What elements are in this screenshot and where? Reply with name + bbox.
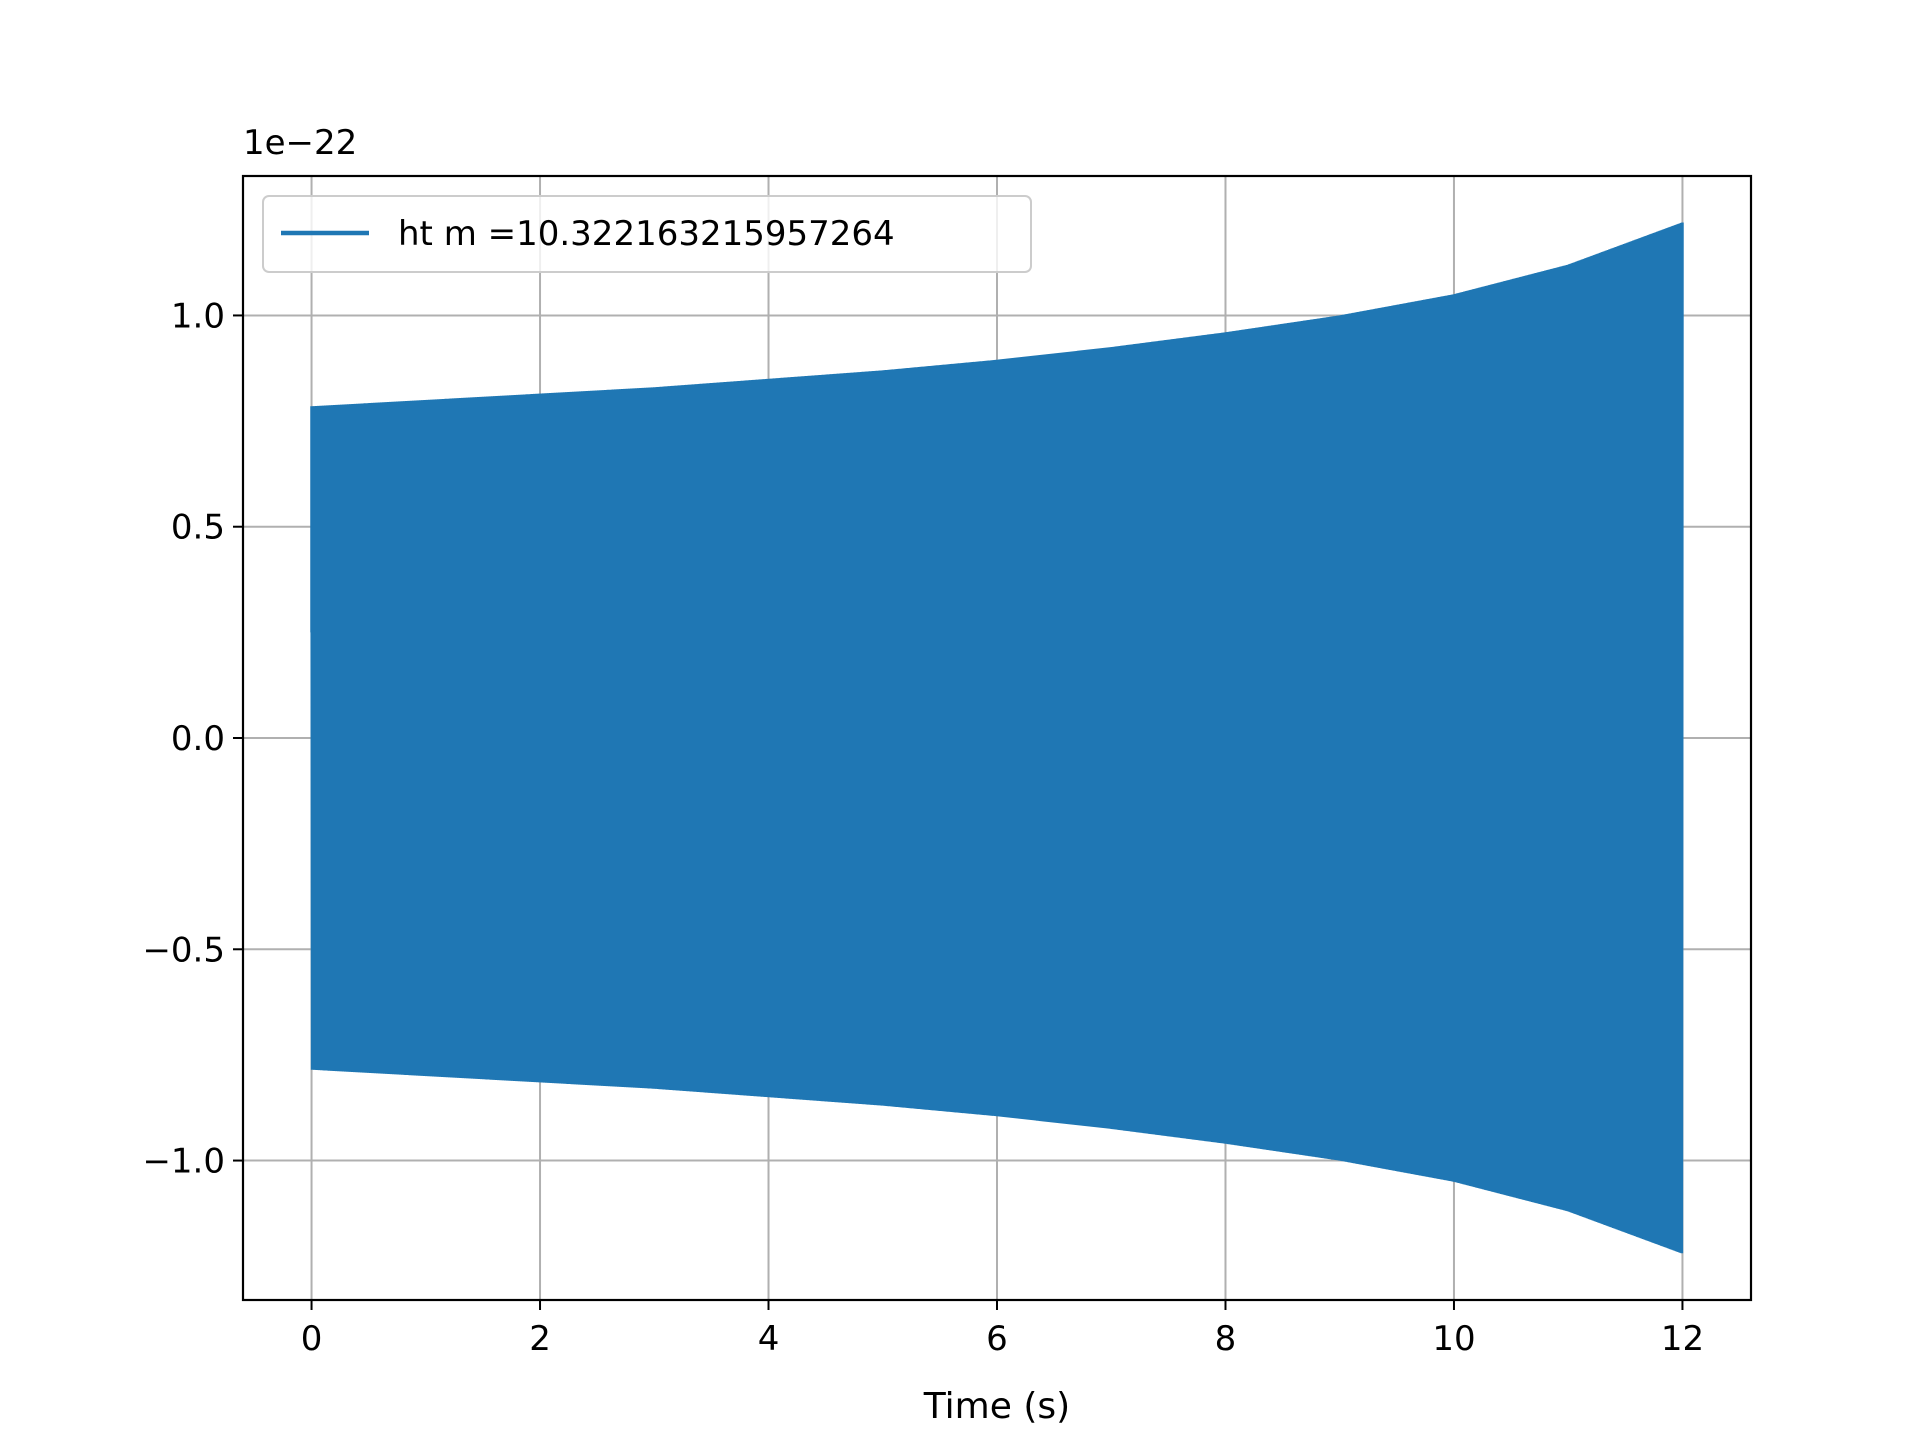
y-tick-label: 0.5 — [171, 508, 225, 548]
x-tick-label: 2 — [529, 1319, 551, 1359]
x-tick-label: 8 — [1215, 1319, 1237, 1359]
y-offset-label: 1e−22 — [243, 123, 357, 163]
y-tick-label: −1.0 — [142, 1142, 225, 1182]
data-layer — [310, 222, 1684, 1254]
y-tick-label: −0.5 — [142, 930, 225, 970]
y-tick-label: 0.0 — [171, 719, 225, 759]
x-tick-label: 12 — [1661, 1319, 1704, 1359]
x-tick-label: 10 — [1432, 1319, 1475, 1359]
x-axis-label: Time (s) — [923, 1386, 1070, 1427]
y-tick-label: 1.0 — [171, 296, 225, 336]
x-tick-label: 6 — [986, 1319, 1008, 1359]
legend: ht m =10.322163215957264 — [262, 195, 1032, 273]
legend-box — [262, 195, 1032, 273]
series-line — [310, 222, 1684, 1254]
x-tick-label: 4 — [758, 1319, 780, 1359]
legend-label: ht m =10.322163215957264 — [398, 214, 895, 254]
ticks: 0 2 4 6 8 10 12 −1.0 −0.5 0.0 0.5 1.0 — [142, 296, 1704, 1359]
x-tick-label: 0 — [301, 1319, 323, 1359]
